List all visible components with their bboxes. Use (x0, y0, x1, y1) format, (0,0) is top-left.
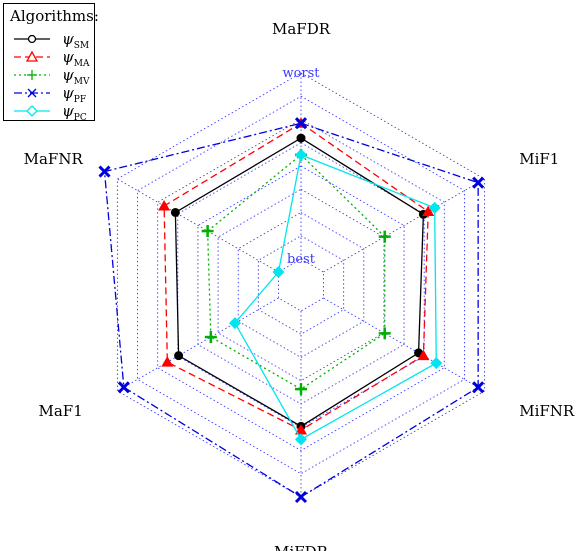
legend: Algorithms: ψSM ψMA ψMV ψPF ψPC (3, 3, 99, 123)
axis-label-mifnr: MiFNR (519, 402, 575, 420)
legend-title: Algorithms: (10, 7, 99, 25)
series-pf (98, 117, 485, 504)
legend-item-pc: ψPC (10, 103, 94, 123)
data-point (295, 383, 307, 396)
series-mv (201, 148, 391, 396)
axis-label-mafdr: MaFDR (272, 20, 331, 38)
ring-label-best: best (287, 252, 316, 267)
legend-swatch (14, 88, 50, 98)
data-point (295, 424, 307, 435)
legend-item-pf: ψPF (10, 85, 94, 105)
data-point (117, 381, 130, 394)
data-point (204, 331, 217, 344)
series-sm (170, 133, 428, 431)
data-point (158, 199, 171, 211)
grid-spoke (117, 297, 279, 392)
axis-label-mif1: MiF1 (519, 150, 559, 168)
legend-item-sm: ψSM (10, 31, 94, 51)
data-point (201, 225, 214, 238)
legend-swatch (14, 105, 50, 117)
data-point (161, 356, 174, 367)
data-point (430, 357, 443, 370)
data-point (296, 133, 306, 143)
data-point (170, 207, 180, 217)
series-line (234, 153, 437, 441)
series-layer (98, 117, 485, 504)
legend-item-mv: ψMV (10, 67, 94, 87)
data-point (417, 349, 430, 361)
data-point (472, 381, 485, 394)
ring-label-worst: worst (282, 66, 320, 81)
data-point (295, 433, 307, 446)
grid-ring (137, 95, 465, 475)
legend-swatch (14, 70, 50, 80)
data-point (174, 351, 184, 361)
axis-labels: MaFDR MiF1 MiFNR MiFDR MaF1 MaFNR (24, 20, 575, 551)
grid-spoke (117, 178, 279, 273)
axis-label-maf1: MaF1 (38, 402, 82, 420)
series-pc (228, 148, 443, 446)
grid-ring (257, 235, 345, 335)
data-point (428, 201, 441, 214)
data-point (228, 317, 241, 330)
legend-label: ψMV (62, 66, 90, 87)
data-point (98, 165, 111, 178)
radar-grid (116, 72, 486, 498)
axis-label-mafnr: MaFNR (24, 150, 84, 168)
legend-label: ψMA (62, 48, 90, 69)
data-point (422, 205, 435, 217)
legend-swatch (14, 34, 50, 44)
data-point (378, 230, 391, 243)
series-line (206, 153, 386, 390)
data-point (295, 148, 307, 161)
grid-ring (237, 211, 365, 359)
data-point (472, 176, 485, 189)
data-point (294, 117, 308, 130)
data-point (272, 266, 285, 278)
data-point (378, 327, 391, 340)
series-line (103, 122, 479, 498)
axis-label-mifdr: MiFDR (274, 543, 329, 551)
legend-label: ψSM (62, 30, 90, 51)
series-line (174, 137, 425, 428)
legend-label: ψPC (62, 102, 87, 123)
legend-swatch (14, 50, 50, 62)
grid-ring (157, 118, 445, 452)
data-point (294, 490, 308, 504)
grid-spoke (323, 178, 485, 273)
legend-item-ma: ψMA (10, 49, 94, 69)
grid-spoke (323, 297, 485, 392)
legend-label: ψPF (62, 84, 87, 105)
